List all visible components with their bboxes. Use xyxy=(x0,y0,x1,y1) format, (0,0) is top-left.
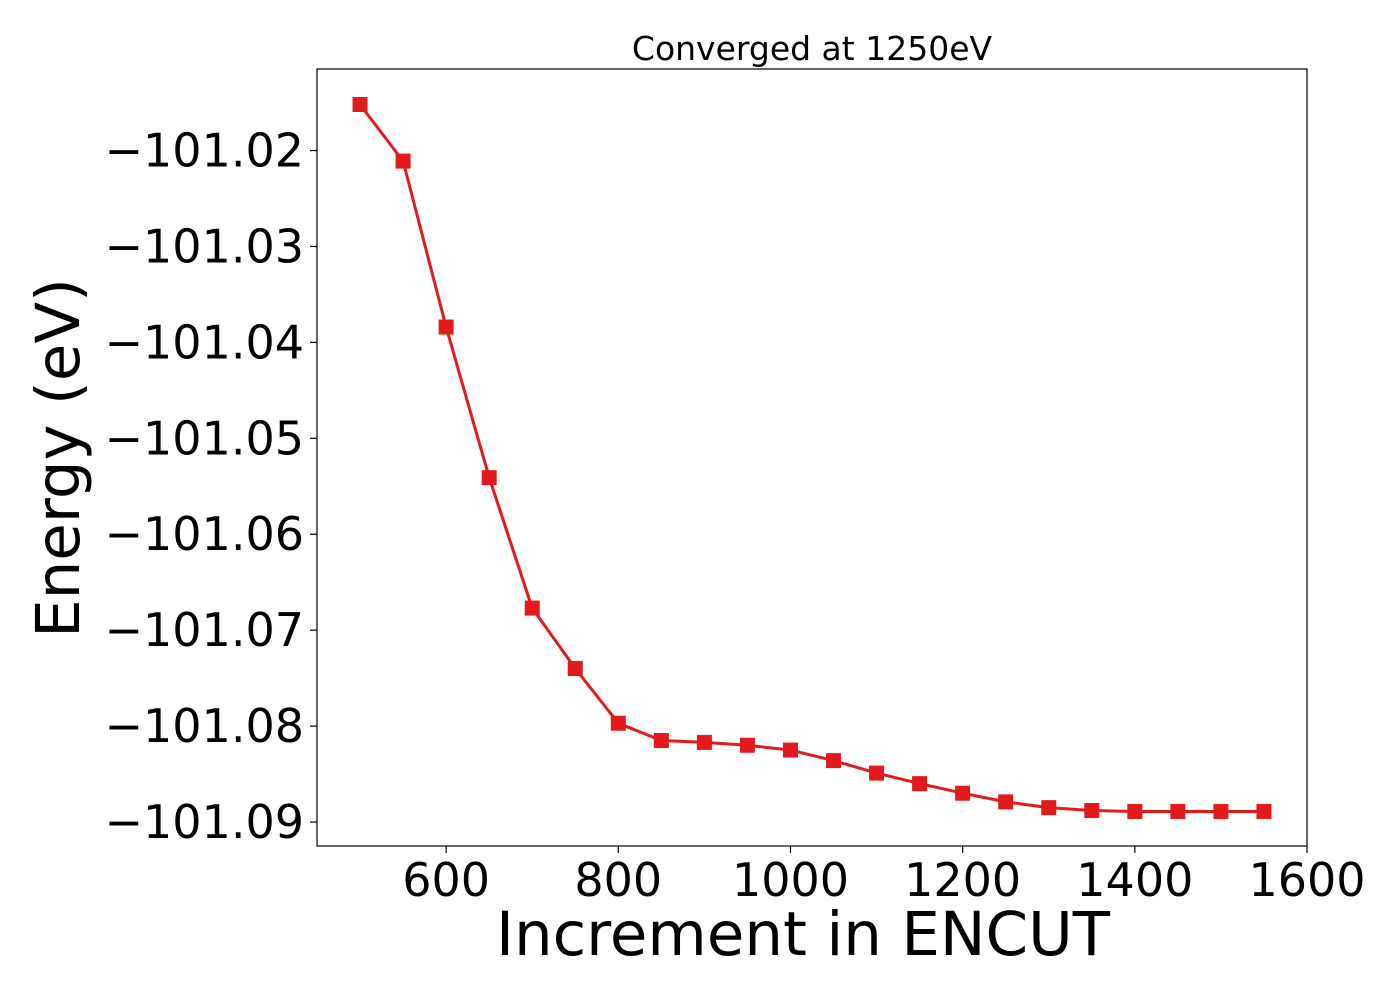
y-axis-label: Energy (eV) xyxy=(23,278,94,638)
y-tick-label: −101.05 xyxy=(105,411,305,465)
y-tick-label: −101.08 xyxy=(105,699,305,753)
y-axis-ticks: −101.02 −101.03 −101.04 −101.05 −101.06 −101.… xyxy=(105,124,317,849)
data-point-marker xyxy=(1127,803,1143,819)
data-point-marker xyxy=(567,661,583,677)
data-point-marker xyxy=(696,734,712,750)
x-tick-label: 1600 xyxy=(1248,853,1365,907)
series-line xyxy=(358,103,1264,813)
x-tick-label: 600 xyxy=(402,853,490,907)
x-tick-label: 1400 xyxy=(1076,853,1193,907)
data-point-marker xyxy=(395,153,411,169)
data-point-marker xyxy=(524,600,540,616)
y-tick-label: −101.02 xyxy=(105,124,305,178)
x-tick-label: 1000 xyxy=(732,853,849,907)
data-point-marker xyxy=(998,794,1014,810)
data-point-marker xyxy=(610,715,626,731)
data-point-marker xyxy=(1170,803,1186,819)
y-tick-label: −101.03 xyxy=(105,219,305,273)
data-point-marker xyxy=(826,753,842,769)
data-point-marker xyxy=(1084,803,1100,819)
data-point-marker xyxy=(653,732,669,748)
y-tick-label: −101.07 xyxy=(105,603,305,657)
plot-area-frame xyxy=(316,68,1308,847)
data-point-marker xyxy=(782,742,798,758)
x-tick-label: 800 xyxy=(574,853,662,907)
x-tick-label: 1200 xyxy=(904,853,1021,907)
x-axis-ticks: 600 800 1000 1200 1400 1600 xyxy=(402,846,1366,907)
data-point-marker xyxy=(739,737,755,753)
data-point-marker xyxy=(1041,800,1057,816)
data-point-marker xyxy=(352,96,368,112)
chart-title: Converged at 1250eV xyxy=(632,29,993,68)
y-tick-label: −101.04 xyxy=(105,315,305,369)
data-point-marker xyxy=(438,319,454,335)
data-point-marker xyxy=(481,470,497,486)
data-point-marker xyxy=(1213,803,1229,819)
data-point-marker xyxy=(869,765,885,781)
series-layer xyxy=(352,96,1272,819)
data-point-marker xyxy=(912,776,928,792)
y-tick-label: −101.06 xyxy=(105,507,305,561)
data-point-marker xyxy=(955,785,971,801)
data-point-marker xyxy=(1256,803,1272,819)
x-axis-label: Increment in ENCUT xyxy=(496,899,1111,970)
y-tick-label: −101.09 xyxy=(105,795,305,849)
